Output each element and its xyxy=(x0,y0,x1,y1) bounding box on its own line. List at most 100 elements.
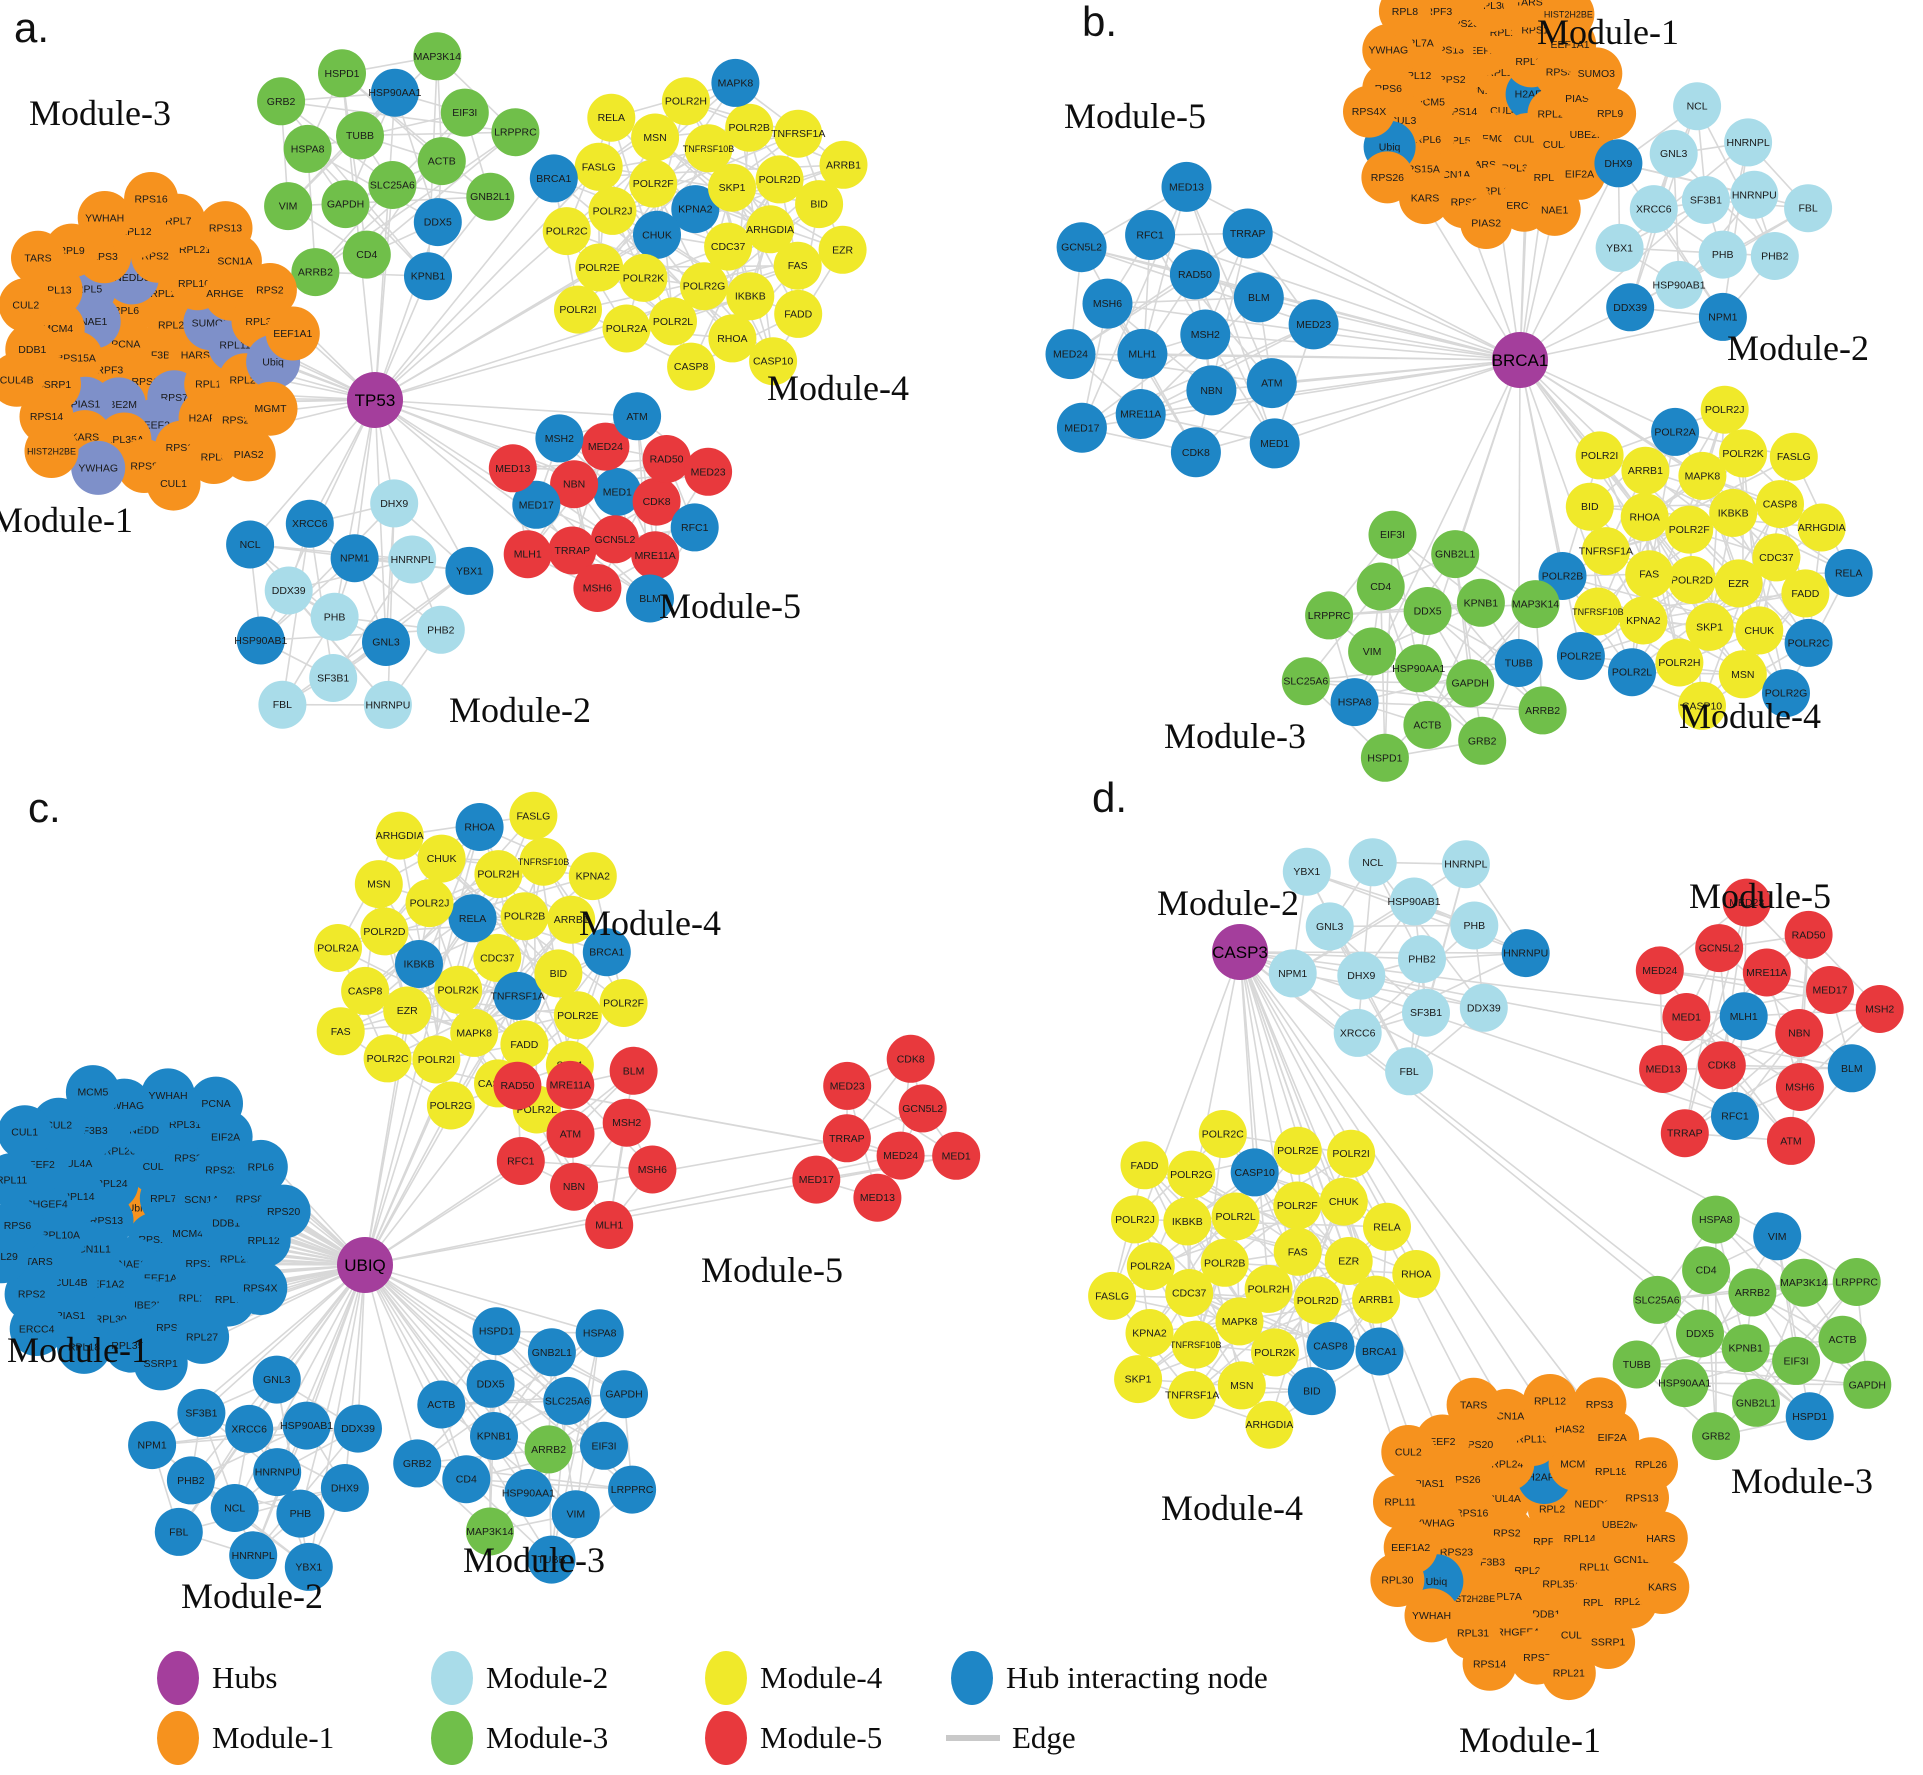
node-circle-MED13[interactable] xyxy=(488,444,537,493)
node-circle-POLR2J[interactable] xyxy=(1700,385,1749,434)
node-circle-DDX5[interactable] xyxy=(466,1359,515,1408)
node-circle-RFC1[interactable] xyxy=(496,1137,545,1185)
node-ARRB2[interactable]: ARRB2 xyxy=(1728,1268,1777,1317)
node-circle-RAD50[interactable] xyxy=(1169,249,1220,300)
node-circle-MED13[interactable] xyxy=(1639,1045,1688,1093)
node-circle-SLC25A6[interactable] xyxy=(1633,1275,1682,1324)
node-NBN[interactable]: NBN xyxy=(550,1162,598,1211)
node-MED17[interactable]: MED17 xyxy=(1056,402,1107,453)
node-circle-TNFRSF1A[interactable] xyxy=(493,971,542,1020)
node-circle-HIST2H2BE[interactable] xyxy=(1542,0,1595,41)
node-MED13[interactable]: MED13 xyxy=(1161,161,1212,212)
node-circle-NBN[interactable] xyxy=(550,1162,598,1211)
node-circle-CASP10[interactable] xyxy=(1230,1148,1279,1197)
node-circle-YWHAH[interactable] xyxy=(141,1068,195,1123)
node-ARHGDIA[interactable]: ARHGDIA xyxy=(1245,1400,1294,1449)
node-circle-RPS26[interactable] xyxy=(1361,151,1414,204)
node-circle-POLR2G[interactable] xyxy=(1762,669,1810,718)
node-circle-MCM5[interactable] xyxy=(65,1065,120,1120)
node-circle-FASLG[interactable] xyxy=(509,791,558,840)
node-circle-DHX9[interactable] xyxy=(370,479,419,528)
node-DHX9[interactable]: DHX9 xyxy=(1594,139,1643,188)
node-circle-POLR2J[interactable] xyxy=(405,879,454,928)
node-circle-MAPK8[interactable] xyxy=(1678,451,1727,500)
node-circle-CASP10[interactable] xyxy=(1678,681,1726,730)
node-FADD[interactable]: FADD xyxy=(1781,569,1830,618)
hub-circle-TP53[interactable] xyxy=(347,372,403,428)
node-circle-YBX1[interactable] xyxy=(1282,847,1331,896)
node-PIAS2[interactable]: PIAS2 xyxy=(221,427,276,482)
node-circle-POLR2L[interactable] xyxy=(1608,648,1656,697)
node-circle-POLR2A[interactable] xyxy=(602,304,651,353)
node-circle-POLR2I[interactable] xyxy=(412,1035,461,1084)
node-CUL4B[interactable]: CUL4B xyxy=(0,352,44,407)
node-MLH1[interactable]: MLH1 xyxy=(503,530,552,579)
node-circle-GCN5L2[interactable] xyxy=(590,515,639,564)
node-circle-PIAS2[interactable] xyxy=(221,427,276,482)
node-circle-POLR2C[interactable] xyxy=(1784,618,1833,667)
node-circle-NBN[interactable] xyxy=(1186,365,1237,416)
node-FAS[interactable]: FAS xyxy=(773,241,822,290)
node-circle-RPS14[interactable] xyxy=(1462,1636,1517,1691)
node-MRE11A[interactable]: MRE11A xyxy=(546,1060,595,1109)
node-ACTB[interactable]: ACTB xyxy=(417,137,466,186)
node-circle-HSP90AB1[interactable] xyxy=(236,616,285,665)
node-circle-CD4[interactable] xyxy=(342,230,391,279)
node-MAP3K14[interactable]: MAP3K14 xyxy=(1511,580,1560,629)
node-ARRB2[interactable]: ARRB2 xyxy=(524,1425,573,1474)
node-SLC25A6[interactable]: SLC25A6 xyxy=(1633,1275,1682,1324)
node-circle-RPL9[interactable] xyxy=(1584,87,1637,140)
node-KPNA2[interactable]: KPNA2 xyxy=(1619,596,1668,645)
node-circle-EZR[interactable] xyxy=(818,225,867,274)
node-POLR2C[interactable]: POLR2C xyxy=(542,207,591,256)
node-circle-HNRNPL[interactable] xyxy=(1724,118,1773,167)
node-FASLG[interactable]: FASLG xyxy=(574,142,623,191)
node-RFC1[interactable]: RFC1 xyxy=(496,1137,545,1185)
node-EZR[interactable]: EZR xyxy=(383,986,432,1035)
node-POLR2K[interactable]: POLR2K xyxy=(619,253,668,302)
node-circle-CHUK[interactable] xyxy=(1319,1177,1368,1226)
node-circle-NBN[interactable] xyxy=(1775,1009,1824,1057)
node-circle-MAPK8[interactable] xyxy=(450,1008,499,1057)
node-RHOA[interactable]: RHOA xyxy=(1392,1250,1441,1298)
node-circle-HSPA8[interactable] xyxy=(575,1309,624,1358)
node-circle-MAP3K14[interactable] xyxy=(1779,1258,1828,1307)
node-ARRB1[interactable]: ARRB1 xyxy=(1352,1275,1401,1324)
node-SSRP1[interactable]: SSRP1 xyxy=(1581,1615,1636,1669)
node-circle-GNB2L1[interactable] xyxy=(1732,1378,1780,1427)
node-MSH2[interactable]: MSH2 xyxy=(535,414,584,463)
node-IKBKB[interactable]: IKBKB xyxy=(726,272,775,321)
node-YBX1[interactable]: YBX1 xyxy=(445,546,494,595)
node-HSP90AA1[interactable]: HSP90AA1 xyxy=(368,68,422,117)
node-CHUK[interactable]: CHUK xyxy=(417,834,466,883)
node-circle-PHB2[interactable] xyxy=(1750,232,1799,280)
node-circle-ATM[interactable] xyxy=(1767,1116,1815,1165)
node-circle-HSPD1[interactable] xyxy=(1785,1392,1834,1441)
node-RPS16[interactable]: RPS16 xyxy=(124,172,179,226)
node-ARRB2[interactable]: ARRB2 xyxy=(291,248,340,297)
node-circle-BLM[interactable] xyxy=(1233,272,1284,323)
node-circle-GNL3[interactable] xyxy=(1649,129,1698,178)
node-circle-HSPD1[interactable] xyxy=(472,1307,521,1356)
node-NPM1[interactable]: NPM1 xyxy=(1698,292,1747,341)
node-LRPPRC[interactable]: LRPPRC xyxy=(491,108,540,157)
node-circle-FBL[interactable] xyxy=(258,680,307,729)
node-GRB2[interactable]: GRB2 xyxy=(257,77,306,126)
node-POLR2D[interactable]: POLR2D xyxy=(1668,556,1716,604)
node-circle-BRCA1[interactable] xyxy=(582,928,631,977)
node-circle-CUL2[interactable] xyxy=(1381,1425,1436,1479)
node-circle-MED17[interactable] xyxy=(792,1155,841,1204)
node-circle-TARS[interactable] xyxy=(1446,1377,1501,1432)
node-POLR2E[interactable]: POLR2E xyxy=(553,991,602,1040)
node-circle-LRPPRC[interactable] xyxy=(608,1465,657,1514)
node-circle-HSPA8[interactable] xyxy=(283,124,332,173)
node-MRE11A[interactable]: MRE11A xyxy=(631,531,680,580)
node-circle-POLR2I[interactable] xyxy=(1575,431,1624,480)
node-circle-BID[interactable] xyxy=(1565,482,1614,531)
node-circle-CASP8[interactable] xyxy=(667,342,716,391)
node-KPNA2[interactable]: KPNA2 xyxy=(1125,1309,1174,1357)
node-BRCA1[interactable]: BRCA1 xyxy=(529,154,578,203)
node-ARRB2[interactable]: ARRB2 xyxy=(1518,686,1567,735)
node-circle-RPS13[interactable] xyxy=(198,201,253,256)
node-GCN5L2[interactable]: GCN5L2 xyxy=(1056,222,1107,273)
